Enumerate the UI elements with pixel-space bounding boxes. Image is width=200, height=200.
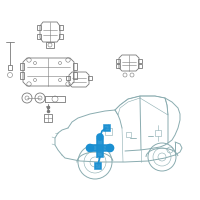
- Polygon shape: [104, 125, 110, 131]
- Circle shape: [106, 144, 114, 152]
- Polygon shape: [95, 163, 101, 169]
- Circle shape: [97, 134, 103, 140]
- Polygon shape: [92, 145, 108, 151]
- Polygon shape: [97, 139, 103, 157]
- Circle shape: [86, 144, 94, 152]
